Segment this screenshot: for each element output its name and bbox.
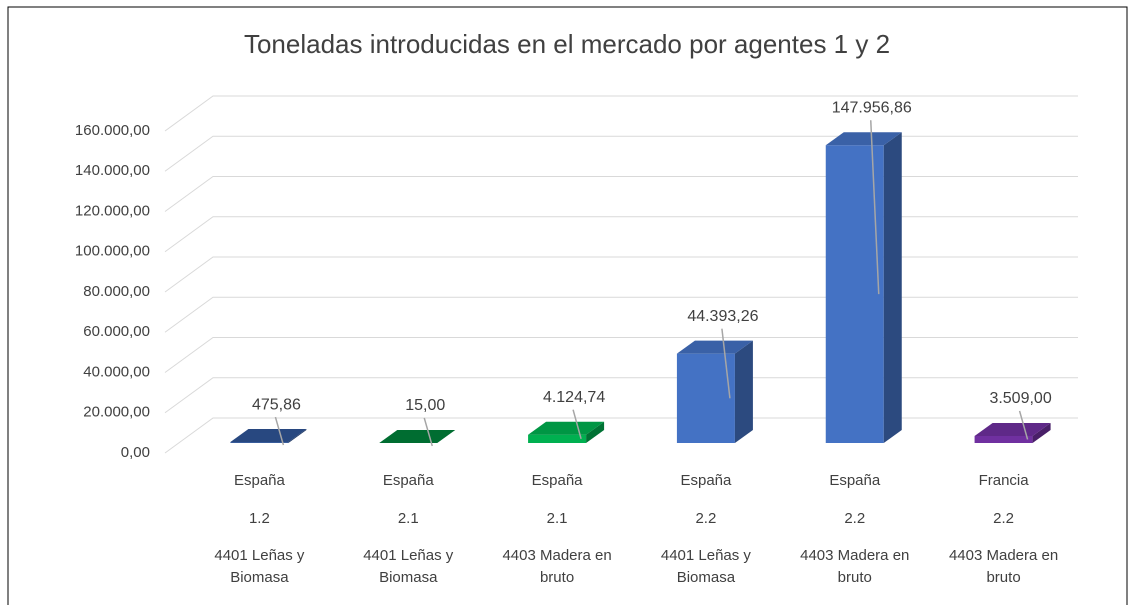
x-tick-label: 4401 Leñas y Biomasa <box>363 547 454 586</box>
bar-side <box>288 429 307 443</box>
y-tick-label: 160.000,00 <box>75 122 150 139</box>
x-tick-label: 4403 Madera en bruto <box>800 547 910 586</box>
bar-side <box>586 421 605 443</box>
y-tick-label: 40.000,00 <box>83 363 150 380</box>
bar <box>676 340 753 443</box>
bar-top <box>528 421 605 435</box>
grid-line <box>164 256 1078 293</box>
x-tick-label: España <box>829 472 881 489</box>
chart-frame <box>7 6 1128 605</box>
data-label: 44.393,26 <box>687 308 758 325</box>
bar <box>528 421 605 443</box>
bar-side <box>883 132 902 443</box>
bar-side <box>437 429 456 443</box>
bar-top <box>825 132 902 146</box>
x-tick-label: España <box>680 472 732 489</box>
bar <box>825 132 902 443</box>
grid-line <box>164 417 1078 454</box>
bar-top <box>676 340 753 354</box>
x-tick-label: 4401 Leñas y Biomasa <box>214 547 305 586</box>
x-tick-label: España <box>382 472 434 489</box>
x-tick-label: 1.2 <box>248 510 270 527</box>
x-tick-label: 2.2 <box>993 510 1014 527</box>
grid-line <box>164 95 1078 132</box>
grid-line <box>164 377 1078 414</box>
y-tick-label: 20.000,00 <box>83 404 150 421</box>
grid-line <box>164 296 1078 333</box>
x-tick-label: España <box>531 472 583 489</box>
leader-line <box>721 328 731 399</box>
chart-title: Toneladas introducidas en el mercado por… <box>244 29 890 59</box>
data-label: 3.509,00 <box>989 390 1051 407</box>
data-label: 4.124,74 <box>543 389 605 406</box>
x-tick-label: 4403 Madera en bruto <box>502 547 612 586</box>
bar-front <box>230 442 289 443</box>
bar-top <box>230 429 307 443</box>
grid-line <box>164 135 1078 172</box>
x-tick-label: 2.1 <box>546 510 568 527</box>
data-label: 475,86 <box>252 396 301 413</box>
y-tick-label: 120.000,00 <box>75 202 150 219</box>
data-label: 147.956,86 <box>832 99 912 116</box>
y-tick-label: 140.000,00 <box>75 162 150 179</box>
x-tick-label: 4403 Madera en bruto <box>948 547 1059 586</box>
grid-line <box>164 216 1078 253</box>
y-tick-label: 60.000,00 <box>83 323 150 340</box>
bar-side <box>734 340 753 443</box>
x-tick-label: España <box>233 472 285 489</box>
bar-front <box>974 435 1033 443</box>
leader-line <box>274 416 285 446</box>
y-tick-label: 100.000,00 <box>75 243 150 260</box>
bar-front <box>528 434 587 443</box>
leader-line <box>870 120 880 295</box>
bar-side <box>1032 422 1051 443</box>
bar <box>974 422 1051 443</box>
y-tick-label: 80.000,00 <box>83 283 150 300</box>
x-tick-label: Francia <box>978 472 1029 489</box>
leader-line <box>423 417 433 447</box>
bar-front <box>676 353 735 443</box>
y-tick-label: 0,00 <box>121 444 150 461</box>
bar-front <box>825 145 884 443</box>
leader-line <box>1018 410 1029 440</box>
bar <box>230 429 307 443</box>
grid-line <box>164 337 1078 373</box>
x-tick-label: 2.2 <box>844 510 866 527</box>
bar <box>379 429 456 443</box>
bar-top <box>379 429 456 443</box>
x-tick-label: 4401 Leñas y Biomasa <box>660 547 751 586</box>
leader-line <box>572 409 582 440</box>
x-tick-label: 2.1 <box>397 510 419 527</box>
data-label: 15,00 <box>405 397 445 414</box>
grid-line <box>164 176 1078 212</box>
bar-top <box>974 422 1051 436</box>
x-tick-label: 2.2 <box>695 510 717 527</box>
